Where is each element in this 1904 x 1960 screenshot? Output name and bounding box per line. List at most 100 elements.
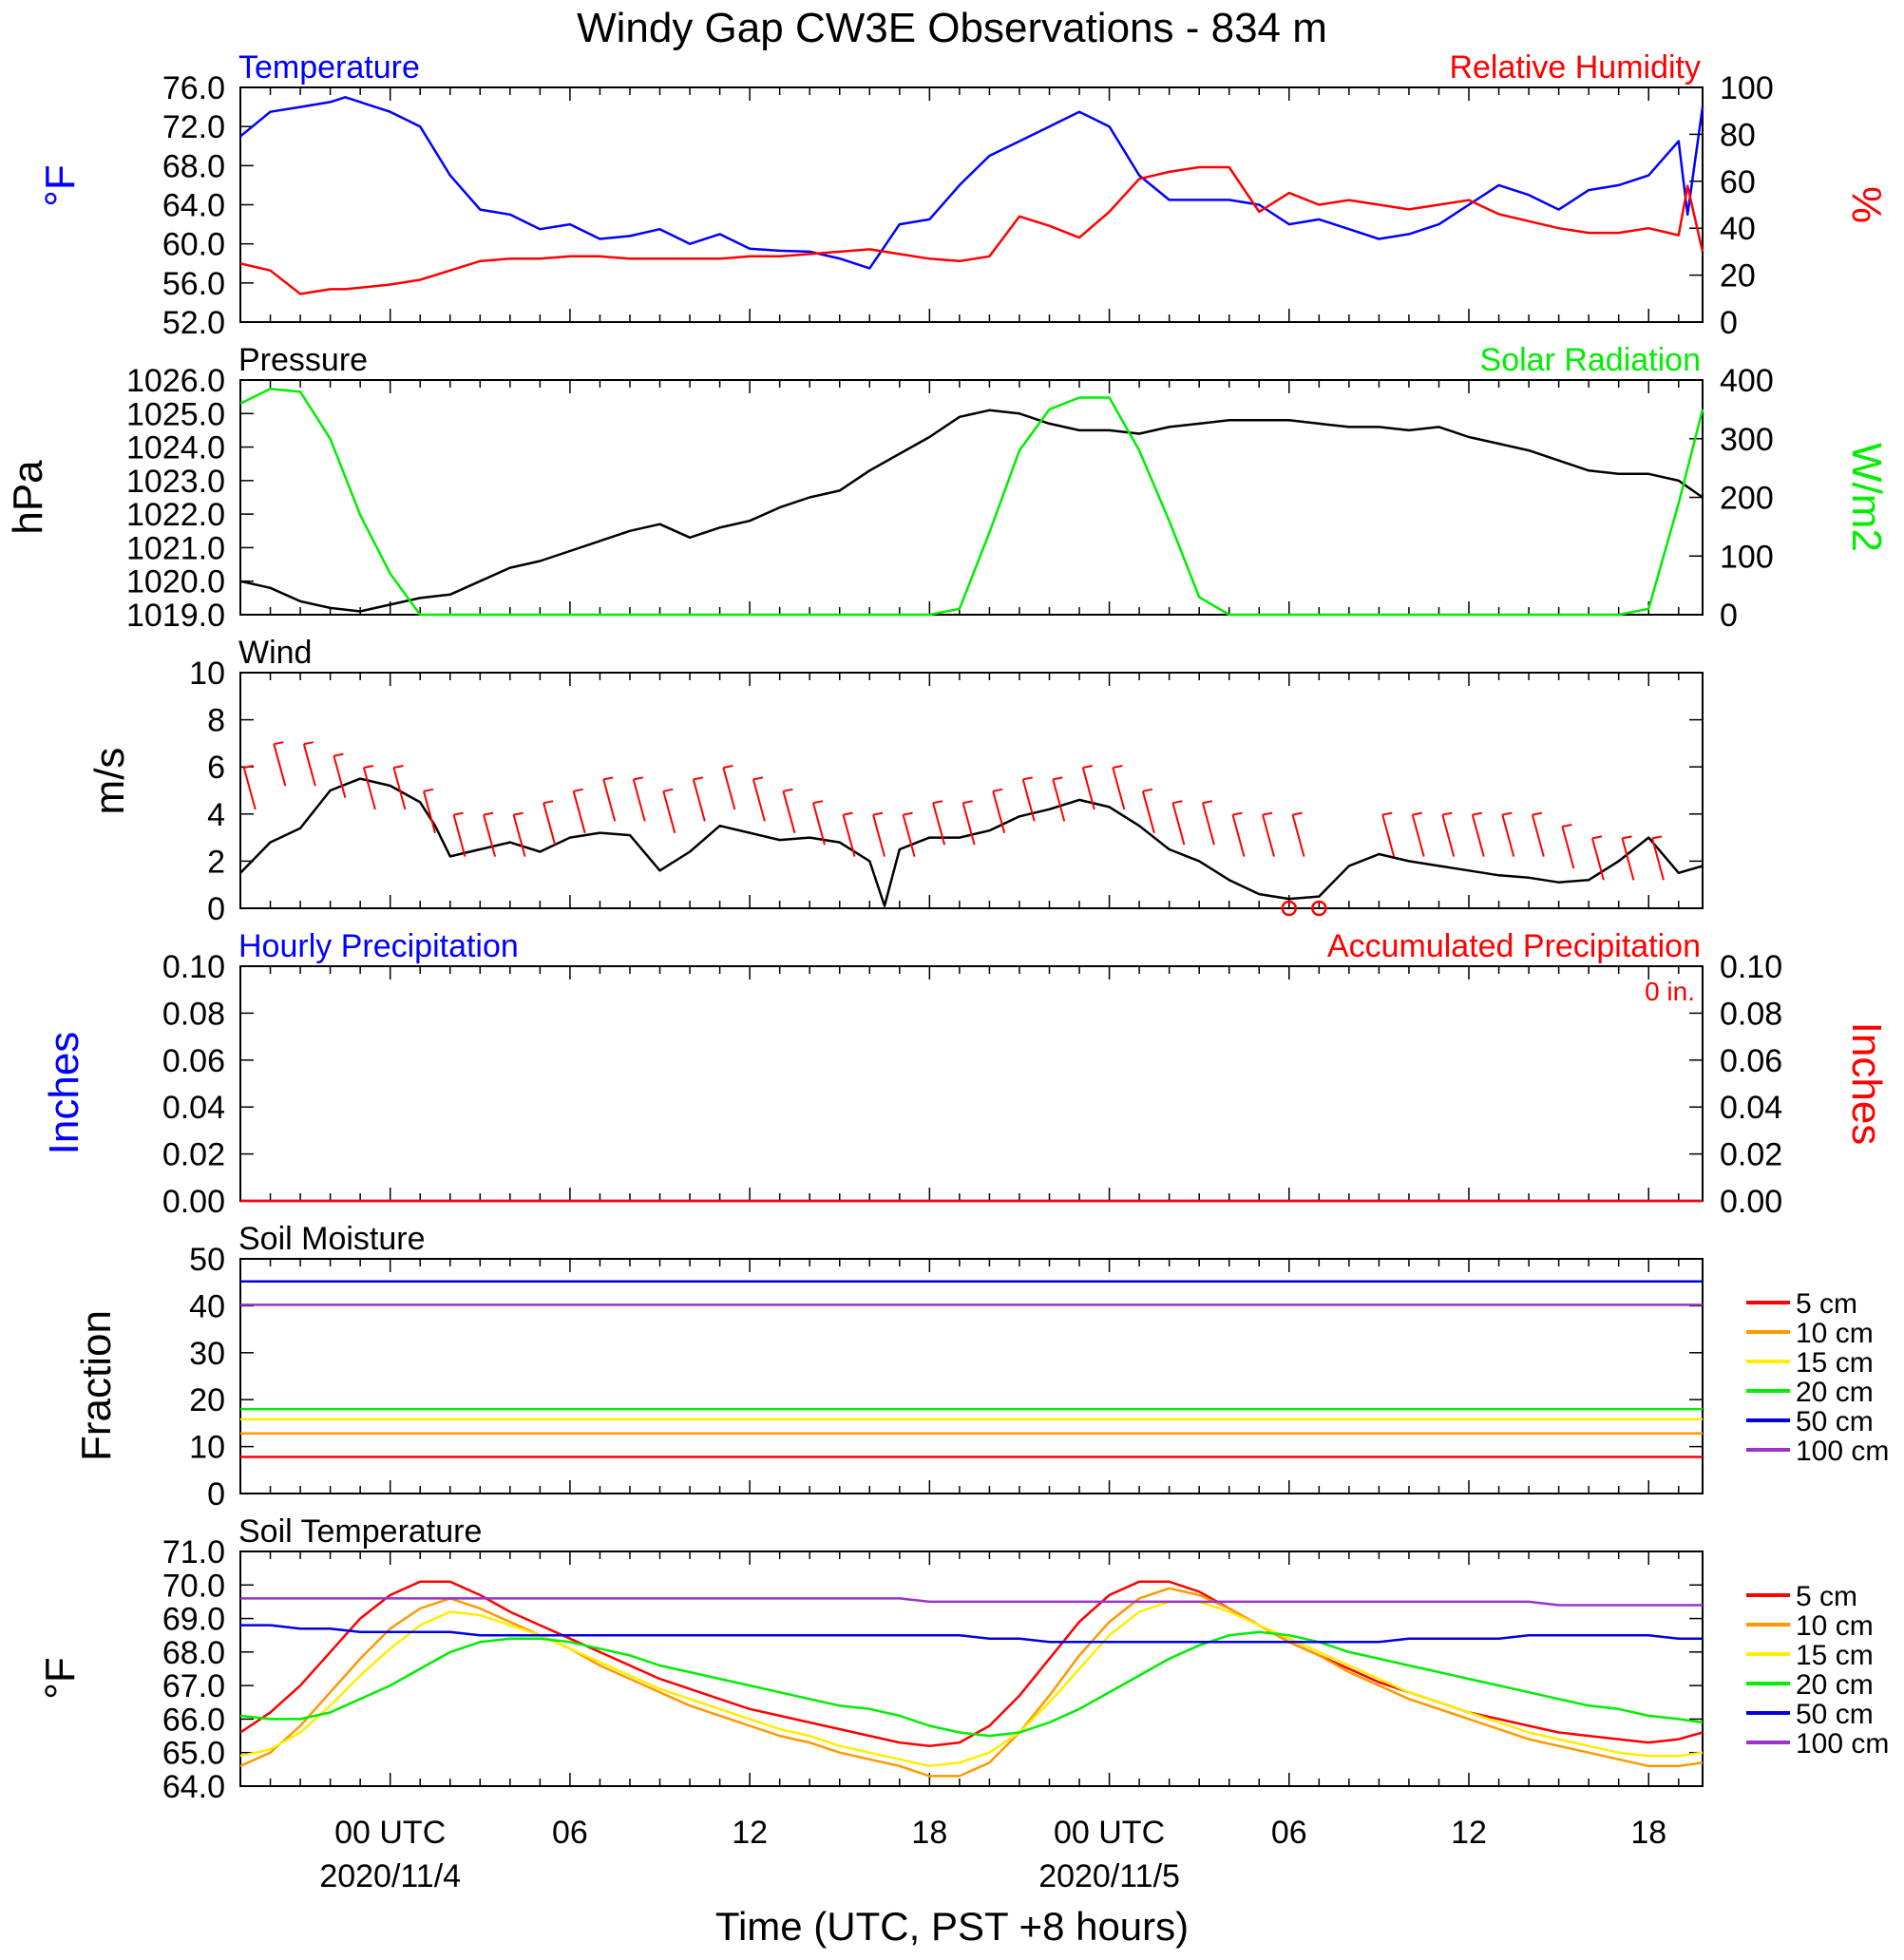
wind-barb-flag bbox=[693, 776, 704, 781]
wind-barb-staff bbox=[1201, 802, 1215, 846]
panel-title-pressure: Pressure bbox=[238, 342, 368, 378]
wind-barb bbox=[812, 800, 826, 846]
wind-barb bbox=[1441, 811, 1456, 857]
y-unit-left: °F bbox=[37, 1657, 84, 1699]
y-tick-label: 68.0 bbox=[162, 1635, 225, 1671]
wind-barb-flag bbox=[663, 788, 674, 792]
wind-barb-staff bbox=[1381, 814, 1396, 857]
y-tick-label-right: 0.10 bbox=[1720, 949, 1782, 985]
series-line-temperature bbox=[239, 96, 1704, 270]
wind-barb-flag bbox=[1082, 765, 1093, 769]
panel-title-soil-moisture: Soil Moisture bbox=[238, 1221, 426, 1257]
series-line-solar-radiation bbox=[239, 388, 1704, 617]
calm-wind-marker bbox=[1311, 900, 1327, 917]
y-tick-label: 1023.0 bbox=[126, 464, 225, 500]
wind-barb-flag bbox=[992, 788, 1003, 792]
x-tick-label: 18 bbox=[1630, 1815, 1666, 1851]
wind-barb bbox=[1531, 811, 1545, 857]
wind-barb bbox=[362, 765, 376, 810]
wind-barb-flag bbox=[1532, 811, 1543, 816]
wind-barb-flag bbox=[1622, 835, 1632, 840]
y-tick-label-right: 400 bbox=[1720, 363, 1774, 399]
x-tick-label: 12 bbox=[1451, 1815, 1487, 1851]
wind-barb-staff bbox=[1021, 779, 1036, 822]
wind-barb bbox=[302, 741, 316, 787]
wind-barb-flag bbox=[1442, 811, 1453, 816]
x-date-label: 2020/11/5 bbox=[1038, 1858, 1180, 1894]
wind-barb bbox=[1561, 824, 1575, 869]
wind-barb-flag bbox=[1232, 811, 1243, 816]
x-axis-title: Time (UTC, PST +8 hours) bbox=[715, 1904, 1189, 1949]
plot-frame bbox=[239, 965, 1704, 1202]
y-tick-label: 8 bbox=[207, 703, 225, 739]
y-tick-label: 50 bbox=[189, 1242, 225, 1278]
wind-barb-staff bbox=[333, 755, 347, 798]
legend-label: 15 cm bbox=[1796, 1347, 1874, 1379]
wind-barb-staff bbox=[602, 779, 617, 822]
y-tick-label: 30 bbox=[189, 1336, 225, 1372]
y-tick-label-right: 60 bbox=[1720, 164, 1756, 200]
y-tick-label-right: 200 bbox=[1720, 481, 1774, 517]
y-tick-label: 40 bbox=[189, 1288, 225, 1324]
wind-barb-staff bbox=[452, 814, 466, 857]
y-unit-left: °F bbox=[37, 164, 84, 206]
y-tick-label: 0.02 bbox=[162, 1137, 225, 1173]
panel-title-solar: Solar Radiation bbox=[1480, 342, 1701, 378]
y-tick-label: 0 bbox=[207, 1476, 225, 1513]
plot-frame bbox=[239, 86, 1704, 323]
wind-barb-flag bbox=[303, 741, 314, 746]
wind-barb-flag bbox=[1412, 811, 1422, 816]
wind-barb-flag bbox=[783, 788, 793, 792]
y-tick-label: 2 bbox=[207, 844, 225, 880]
wind-barb-staff bbox=[1531, 814, 1545, 857]
y-unit-left: m/s bbox=[86, 748, 133, 815]
wind-barb-flag bbox=[393, 765, 404, 769]
y-tick-label: 0.04 bbox=[162, 1090, 225, 1126]
y-tick-label: 0.06 bbox=[162, 1043, 225, 1079]
legend-label: 15 cm bbox=[1796, 1640, 1874, 1671]
wind-barb-staff bbox=[722, 767, 736, 810]
y-tick-label: 0.00 bbox=[162, 1184, 225, 1220]
chart-title: Windy Gap CW3E Observations - 834 m bbox=[577, 5, 1327, 51]
wind-barb-flag bbox=[483, 811, 494, 816]
wind-barb bbox=[902, 811, 916, 857]
wind-barb-flag bbox=[1142, 788, 1153, 792]
y-tick-label: 0.08 bbox=[162, 996, 225, 1032]
y-tick-label-right: 0.06 bbox=[1720, 1043, 1782, 1079]
panel-title-hourly-precip: Hourly Precipitation bbox=[238, 928, 519, 964]
y-tick-label: 68.0 bbox=[162, 148, 225, 184]
y-tick-label: 1020.0 bbox=[126, 564, 225, 600]
wind-barb-staff bbox=[1590, 838, 1605, 881]
x-tick-label: 06 bbox=[552, 1815, 588, 1851]
wind-barb-flag bbox=[1381, 811, 1393, 816]
y-tick-label: 64.0 bbox=[162, 1769, 225, 1805]
panel-title-humidity: Relative Humidity bbox=[1449, 49, 1701, 86]
panel-title-soil-temperature: Soil Temperature bbox=[238, 1513, 482, 1550]
series-line-5-cm bbox=[239, 1580, 1704, 1747]
wind-barb bbox=[1471, 811, 1485, 857]
y-tick-label: 72.0 bbox=[162, 109, 225, 145]
plot-frame bbox=[239, 672, 1704, 909]
wind-barb bbox=[722, 765, 736, 810]
wind-barb bbox=[572, 788, 586, 834]
wind-barb-flag bbox=[573, 788, 583, 792]
legend-label: 50 cm bbox=[1796, 1699, 1874, 1730]
y-tick-label: 76.0 bbox=[162, 70, 225, 106]
wind-barb-staff bbox=[1141, 790, 1155, 834]
wind-barb-flag bbox=[903, 811, 913, 816]
wind-barb-flag bbox=[363, 765, 374, 769]
wind-barb bbox=[752, 776, 766, 822]
wind-barb bbox=[423, 788, 436, 834]
wind-barb-staff bbox=[483, 814, 497, 857]
wind-barb-flag bbox=[423, 788, 434, 792]
series-line-10-cm bbox=[239, 1587, 1704, 1778]
wind-barb bbox=[1141, 788, 1155, 834]
plot-frame bbox=[239, 1551, 1704, 1787]
wind-barb bbox=[1291, 811, 1305, 857]
wind-barb bbox=[273, 741, 287, 787]
wind-barb-staff bbox=[632, 779, 646, 822]
wind-barb-staff bbox=[1262, 814, 1275, 857]
wind-barb bbox=[1021, 776, 1036, 822]
y-unit-right: Inches bbox=[1843, 1022, 1890, 1146]
